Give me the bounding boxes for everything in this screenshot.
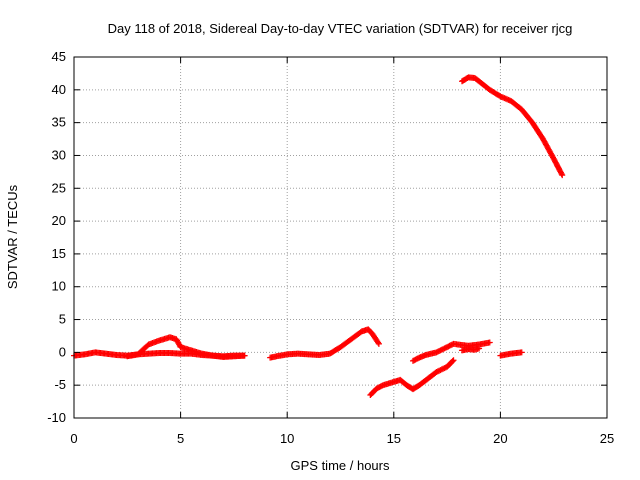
y-tick-label: -5 bbox=[54, 377, 66, 392]
plot-data bbox=[71, 74, 566, 399]
data-point bbox=[437, 347, 444, 354]
y-axis-label: SDTVAR / TECUs bbox=[5, 184, 20, 289]
data-point bbox=[476, 345, 483, 352]
data-point bbox=[558, 170, 565, 177]
y-tick-label: 5 bbox=[59, 312, 66, 327]
data-point bbox=[375, 340, 382, 347]
data-point bbox=[375, 339, 382, 346]
x-tick-label: 20 bbox=[493, 431, 507, 446]
data-point bbox=[440, 346, 447, 353]
data-point bbox=[450, 357, 457, 364]
data-point bbox=[449, 358, 456, 365]
data-point bbox=[434, 348, 441, 355]
data-point bbox=[436, 367, 443, 374]
series-track-8 bbox=[459, 74, 566, 179]
plot-frame bbox=[73, 56, 608, 419]
data-point bbox=[441, 345, 448, 352]
data-point bbox=[486, 339, 493, 346]
y-tick-label: 0 bbox=[59, 344, 66, 359]
series-track-7 bbox=[497, 349, 525, 359]
data-point bbox=[433, 349, 440, 356]
y-tick-label: 40 bbox=[52, 82, 66, 97]
data-point bbox=[438, 366, 445, 373]
data-point bbox=[434, 368, 441, 375]
data-point bbox=[438, 346, 445, 353]
y-tick-label: 30 bbox=[52, 147, 66, 162]
x-axis-label: GPS time / hours bbox=[291, 458, 390, 473]
series-track-3 bbox=[267, 326, 382, 361]
y-tick-label: 15 bbox=[52, 246, 66, 261]
data-point bbox=[437, 367, 444, 374]
x-tick-label: 15 bbox=[387, 431, 401, 446]
series-track-5 bbox=[409, 339, 493, 364]
y-tick-label: 10 bbox=[52, 279, 66, 294]
chart-title: Day 118 of 2018, Sidereal Day-to-day VTE… bbox=[108, 21, 573, 36]
series-track-6 bbox=[459, 345, 483, 354]
data-point bbox=[433, 369, 440, 376]
data-point bbox=[559, 172, 566, 179]
y-tick-label: 20 bbox=[52, 213, 66, 228]
y-tick-label: 25 bbox=[52, 180, 66, 195]
series-track-2 bbox=[124, 334, 248, 360]
data-point bbox=[518, 349, 525, 356]
x-tick-label: 0 bbox=[70, 431, 77, 446]
y-tick-label: 35 bbox=[52, 115, 66, 130]
data-point bbox=[440, 365, 447, 372]
y-tick-label: -10 bbox=[47, 410, 66, 425]
data-point bbox=[241, 352, 248, 359]
axis-ticks: 0 5 10 15 20 25 -10 -5 0 5 10 15 20 25 30 35 40 45 bbox=[47, 49, 614, 446]
y-tick-label: 45 bbox=[52, 49, 66, 64]
data-point bbox=[441, 365, 448, 372]
data-point bbox=[436, 348, 443, 355]
x-tick-label: 10 bbox=[280, 431, 294, 446]
x-tick-label: 25 bbox=[600, 431, 614, 446]
x-tick-label: 5 bbox=[177, 431, 184, 446]
series-track-4 bbox=[367, 357, 457, 399]
